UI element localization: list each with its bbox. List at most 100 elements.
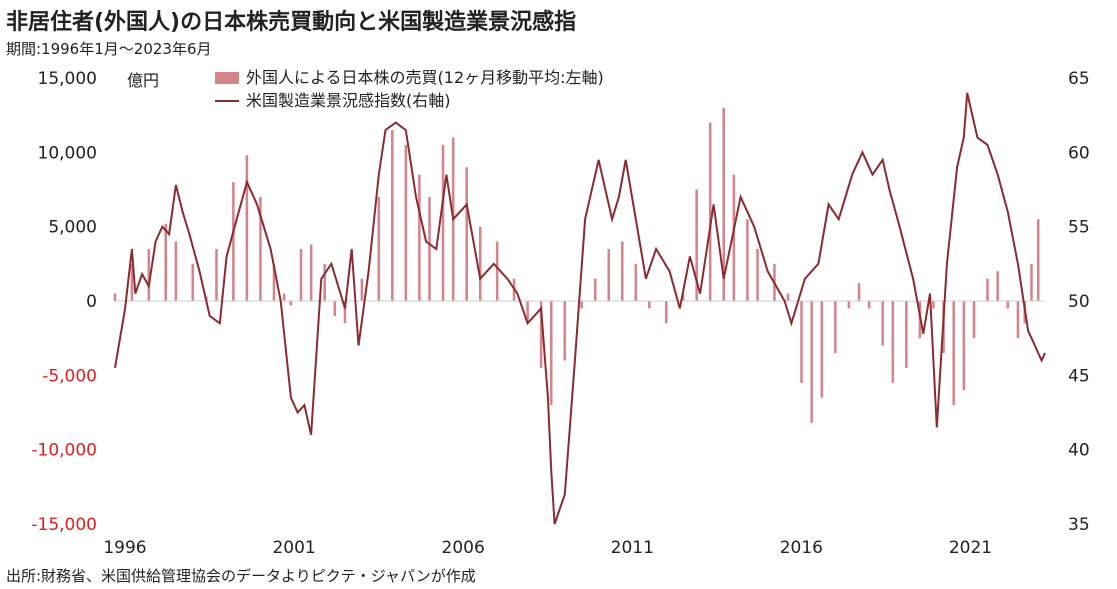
bar-73 [1036, 219, 1040, 301]
legend: 外国人による日本株の売買(12ヶ月移動平均:左軸) 米国製造業景況感指数(右軸) [215, 68, 604, 110]
bar-51 [800, 301, 803, 383]
left-tick-label: 10,000 [38, 143, 97, 163]
bar-21 [391, 130, 394, 301]
bar-17 [333, 301, 337, 316]
bar-8 [232, 182, 235, 301]
bar-7 [215, 248, 218, 301]
bar-1 [130, 263, 134, 301]
source-note: 出所:財務省、米国供給管理協会のデータよりピクテ・ジャパンが作成 [6, 567, 476, 585]
bar-34 [563, 301, 567, 361]
bar-59 [891, 301, 895, 383]
bar-60 [905, 301, 908, 368]
bar-39 [634, 263, 638, 301]
x-tick-label: 2001 [272, 538, 315, 558]
bar-62 [932, 301, 935, 309]
bar-50 [786, 293, 790, 301]
bar-53 [820, 301, 824, 398]
left-tick-label: 0 [86, 292, 97, 312]
left-tick-label: -5,000 [42, 366, 97, 386]
x-tick-label: 2006 [442, 538, 485, 558]
bar-14 [299, 248, 303, 301]
legend-bar-label: 外国人による日本株の売買(12ヶ月移動平均:左軸) [246, 68, 604, 87]
right-tick-label: 40 [1068, 441, 1090, 461]
bar-35 [580, 301, 583, 309]
bar-70 [1016, 301, 1020, 339]
bar-37 [607, 248, 611, 301]
right-tick-label: 60 [1068, 143, 1090, 163]
bar-23 [418, 174, 421, 301]
right-tick-label: 65 [1068, 69, 1090, 89]
bar-18 [343, 301, 347, 324]
right-tick-label: 35 [1068, 515, 1090, 535]
left-tick-label: -15,000 [31, 515, 97, 535]
bar-58 [881, 301, 884, 346]
left-axis-unit: 億円 [127, 71, 159, 90]
bar-42 [681, 293, 685, 301]
bar-12 [282, 293, 286, 301]
bar-3 [164, 223, 167, 301]
bar-5 [191, 263, 195, 301]
bar-54 [834, 301, 837, 354]
bar-16 [323, 263, 326, 301]
left-tick-label: -10,000 [31, 441, 97, 461]
bar-9 [245, 155, 249, 301]
bar-15 [309, 244, 313, 301]
bar-69 [1006, 301, 1010, 309]
bar-38 [621, 241, 624, 301]
bar-36 [593, 278, 597, 301]
bar-45 [722, 107, 725, 301]
bar-32 [539, 301, 543, 368]
bar-25 [441, 144, 445, 301]
chart-title: 非居住者(外国人)の日本株売買動向と米国製造業景況感指 [6, 10, 577, 35]
bar-4 [174, 241, 178, 301]
bar-47 [746, 219, 749, 301]
right-tick-label: 45 [1068, 366, 1090, 386]
bar-46 [732, 174, 736, 301]
line-series [114, 92, 1046, 525]
legend-line-label: 米国製造業景況感指数(右軸) [246, 91, 451, 110]
left-tick-label: 15,000 [38, 69, 97, 89]
bar-series [113, 107, 1040, 423]
bar-31 [526, 301, 529, 324]
right-axis: 65 60 55 50 45 40 35 [1068, 69, 1090, 535]
x-tick-label: 2016 [780, 538, 823, 558]
bar-66 [972, 301, 976, 339]
x-axis: 1996 2001 2006 2011 2016 2021 [103, 538, 992, 558]
bar-24 [428, 196, 431, 301]
bar-20 [377, 196, 381, 301]
bar-57 [867, 301, 871, 309]
bar-40 [648, 301, 651, 309]
bar-44 [708, 122, 712, 301]
legend-bar-swatch [215, 72, 239, 84]
x-tick-label: 2021 [949, 538, 992, 558]
bar-48 [756, 248, 759, 301]
bar-10 [259, 196, 262, 301]
bar-22 [404, 144, 408, 301]
bar-29 [495, 241, 499, 301]
right-tick-label: 50 [1068, 292, 1090, 312]
bar-27 [465, 167, 468, 301]
bar-68 [996, 271, 999, 301]
bar-52 [810, 301, 813, 423]
x-tick-label: 1996 [103, 538, 146, 558]
bar-43 [695, 189, 698, 301]
bar-56 [857, 283, 861, 301]
bar-28 [478, 226, 482, 301]
bar-67 [986, 278, 989, 301]
bar-33 [549, 301, 553, 406]
bar-41 [664, 301, 668, 324]
period-label: 期間:1996年1月〜2023年6月 [6, 40, 212, 58]
bar-55 [847, 301, 851, 309]
bar-65 [962, 301, 966, 391]
x-tick-label: 2011 [611, 538, 654, 558]
bar-0 [113, 293, 117, 301]
bar-72 [1030, 263, 1033, 301]
left-axis: 15,000 10,000 5,000 0 -5,000 -10,000 -15,000 [31, 69, 97, 535]
bar-13 [289, 301, 293, 306]
left-tick-label: 5,000 [48, 218, 97, 238]
bar-64 [952, 301, 955, 406]
right-tick-label: 55 [1068, 218, 1090, 238]
bar-19 [360, 278, 364, 301]
bar-11 [272, 263, 276, 301]
